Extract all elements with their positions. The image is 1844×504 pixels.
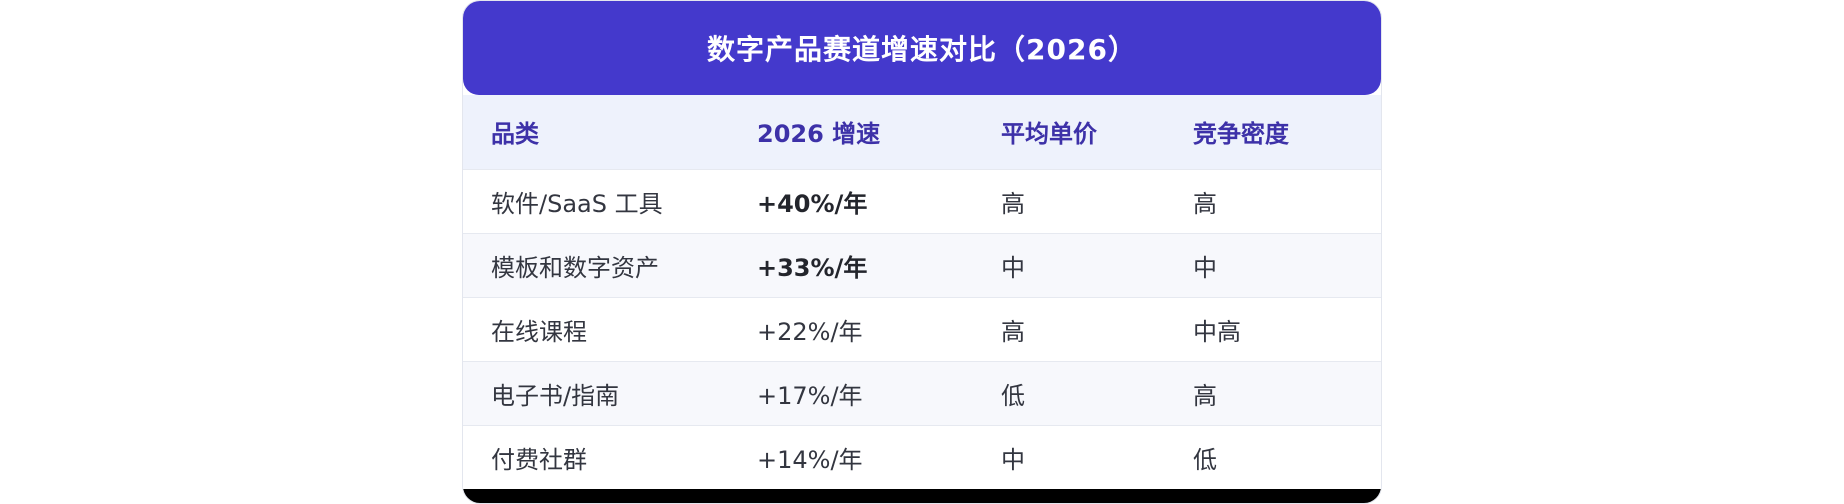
cell-growth: +22%/年 [757, 317, 863, 346]
cell-growth: +17%/年 [757, 381, 863, 410]
table-row: 软件/SaaS 工具 +40%/年 高 高 [463, 169, 1381, 233]
table-row: 电子书/指南 +17%/年 低 高 [463, 361, 1381, 425]
cell-price: 中 [1001, 253, 1025, 282]
table-row: 付费社群 +14%/年 中 低 [463, 425, 1381, 489]
header-category: 品类 [491, 120, 539, 149]
comparison-table: 品类 2026 增速 平均单价 竞争密度 软件/SaaS 工具 +40%/年 高… [463, 95, 1381, 489]
cell-category: 在线课程 [491, 317, 587, 346]
comparison-card: 数字产品赛道增速对比（2026） 品类 2026 增速 平均单价 竞争密度 软件… [462, 0, 1382, 504]
cell-category: 模板和数字资产 [491, 253, 659, 282]
cell-price: 高 [1001, 317, 1025, 346]
header-growth: 2026 增速 [757, 120, 881, 149]
cell-growth: +40%/年 [757, 189, 868, 218]
bottom-bar [463, 489, 1381, 503]
cell-price: 高 [1001, 189, 1025, 218]
header-price: 平均单价 [1001, 120, 1097, 149]
cell-growth: +14%/年 [757, 445, 863, 474]
cell-competition: 中高 [1193, 317, 1241, 346]
cell-competition: 高 [1193, 189, 1217, 218]
card-title: 数字产品赛道增速对比（2026） [463, 1, 1381, 95]
cell-category: 软件/SaaS 工具 [491, 189, 663, 218]
cell-growth: +33%/年 [757, 253, 868, 282]
cell-competition: 低 [1193, 445, 1217, 474]
header-competition: 竞争密度 [1193, 120, 1289, 149]
cell-price: 低 [1001, 381, 1025, 410]
table-row: 在线课程 +22%/年 高 中高 [463, 297, 1381, 361]
cell-price: 中 [1001, 445, 1025, 474]
cell-category: 电子书/指南 [491, 381, 620, 410]
table-header-row: 品类 2026 增速 平均单价 竞争密度 [463, 95, 1381, 169]
cell-competition: 高 [1193, 381, 1217, 410]
table-row: 模板和数字资产 +33%/年 中 中 [463, 233, 1381, 297]
cell-category: 付费社群 [491, 445, 587, 474]
cell-competition: 中 [1193, 253, 1217, 282]
